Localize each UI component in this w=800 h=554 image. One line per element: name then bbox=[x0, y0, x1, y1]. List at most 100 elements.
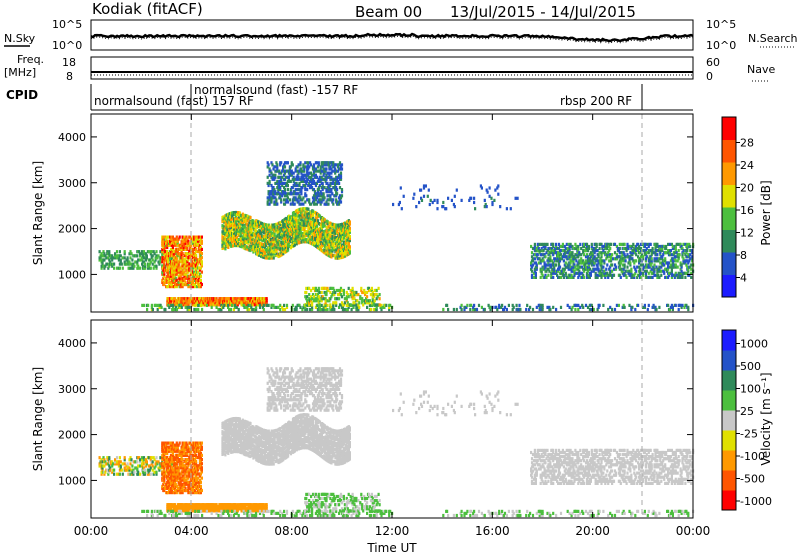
power-cell bbox=[307, 226, 310, 230]
power-cell bbox=[200, 303, 203, 307]
power-cell bbox=[312, 181, 316, 185]
power-cell bbox=[324, 233, 327, 237]
power-cell bbox=[533, 242, 536, 246]
power-cell bbox=[477, 303, 481, 307]
power-cell bbox=[540, 242, 543, 246]
power-cell bbox=[143, 303, 146, 307]
power-cell bbox=[310, 183, 313, 188]
power-cell bbox=[602, 265, 605, 269]
power-cell bbox=[147, 303, 150, 307]
power-cell bbox=[295, 181, 298, 185]
power-cell bbox=[296, 198, 299, 202]
power-cell bbox=[336, 177, 339, 181]
power-cell bbox=[322, 297, 325, 301]
power-cell bbox=[596, 249, 599, 253]
power-cell bbox=[150, 250, 153, 254]
power-cell bbox=[126, 258, 129, 262]
power-cell bbox=[309, 239, 312, 243]
power-cell bbox=[154, 303, 157, 307]
power-cell bbox=[196, 258, 199, 262]
power-cell bbox=[295, 240, 298, 244]
power-cell bbox=[690, 263, 693, 267]
power-cell bbox=[169, 285, 172, 289]
power-cell bbox=[171, 247, 174, 251]
power-cell bbox=[325, 200, 328, 204]
power-scatter-cells bbox=[98, 161, 695, 312]
power-cell bbox=[271, 231, 274, 235]
power-cell bbox=[335, 194, 338, 198]
power-cell bbox=[154, 258, 157, 262]
power-cell bbox=[336, 242, 339, 246]
power-cell bbox=[260, 236, 263, 240]
power-cell bbox=[280, 171, 283, 175]
power-cell bbox=[137, 258, 140, 262]
power-cell bbox=[221, 224, 224, 228]
power-cell bbox=[264, 237, 267, 241]
power-cell bbox=[279, 192, 282, 196]
power-cell bbox=[146, 307, 149, 312]
power-cell bbox=[225, 222, 228, 226]
power-cell bbox=[309, 179, 312, 183]
power-cell bbox=[320, 175, 323, 179]
power-cell bbox=[201, 307, 204, 312]
power-cell bbox=[333, 307, 336, 312]
power-cell bbox=[183, 272, 186, 276]
power-cell bbox=[330, 232, 333, 236]
power-cell bbox=[328, 173, 331, 177]
power-cell bbox=[241, 212, 244, 216]
power-cell bbox=[314, 192, 317, 196]
power-cell bbox=[647, 275, 650, 279]
power-cell bbox=[355, 303, 358, 307]
power-cell bbox=[286, 196, 289, 200]
power-cell bbox=[263, 231, 267, 235]
power-cell bbox=[222, 246, 225, 250]
power-cell bbox=[288, 241, 291, 245]
power-cell bbox=[195, 268, 198, 272]
power-cell bbox=[143, 264, 147, 268]
power-cell bbox=[579, 242, 582, 246]
power-cell bbox=[335, 248, 338, 252]
power-cell bbox=[271, 177, 274, 181]
power-cell bbox=[279, 303, 282, 307]
power-cell bbox=[237, 238, 240, 242]
power-cell bbox=[331, 245, 334, 249]
power-cell bbox=[168, 266, 171, 270]
power-cell bbox=[276, 167, 279, 171]
power-cell bbox=[318, 169, 321, 173]
power-cell bbox=[285, 303, 289, 307]
power-cell bbox=[172, 268, 175, 272]
power-cell bbox=[638, 244, 641, 249]
power-cell bbox=[530, 269, 534, 273]
power-cell bbox=[331, 169, 334, 173]
power-cell bbox=[327, 202, 330, 206]
power-cell bbox=[338, 235, 341, 239]
power-cell bbox=[575, 267, 578, 271]
power-cell bbox=[247, 235, 250, 239]
power-cell bbox=[128, 260, 131, 264]
power-cell bbox=[584, 259, 588, 263]
power-cell bbox=[150, 303, 153, 307]
power-cell bbox=[168, 278, 171, 282]
power-cell bbox=[322, 167, 325, 171]
power-cell bbox=[294, 196, 297, 200]
power-cell bbox=[306, 232, 309, 236]
power-cell bbox=[271, 235, 274, 240]
power-cell bbox=[195, 256, 198, 260]
power-cell bbox=[238, 211, 241, 215]
power-cell bbox=[339, 165, 343, 169]
power-cell bbox=[107, 256, 110, 260]
power-cell bbox=[224, 247, 227, 251]
power-cell bbox=[248, 221, 251, 225]
power-cell bbox=[265, 303, 268, 307]
power-cell bbox=[108, 264, 111, 268]
power-cell bbox=[255, 305, 258, 309]
power-cell bbox=[336, 231, 339, 235]
power-cell bbox=[311, 301, 314, 305]
power-cell bbox=[287, 244, 290, 248]
power-cell bbox=[175, 264, 178, 268]
power-cell bbox=[339, 177, 343, 181]
power-cell bbox=[267, 223, 270, 227]
power-cell bbox=[247, 246, 250, 250]
power-cell bbox=[142, 260, 146, 264]
power-cell bbox=[119, 254, 122, 258]
